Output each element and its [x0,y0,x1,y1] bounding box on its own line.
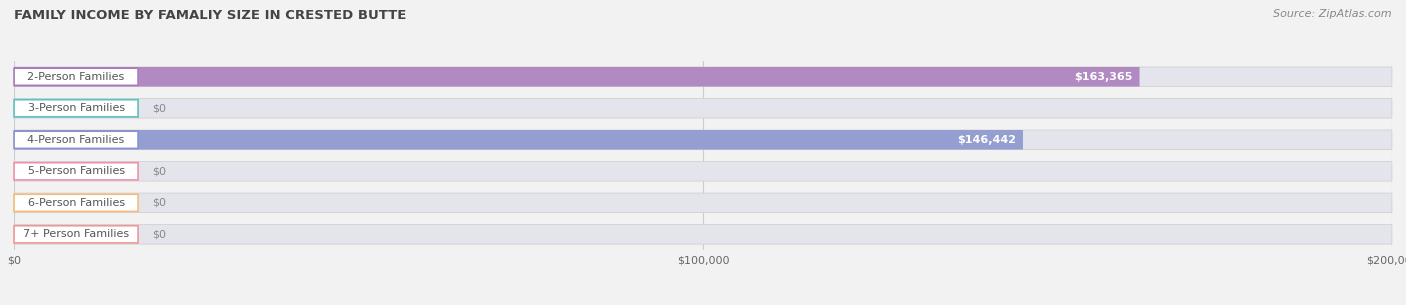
Text: FAMILY INCOME BY FAMALIY SIZE IN CRESTED BUTTE: FAMILY INCOME BY FAMALIY SIZE IN CRESTED… [14,9,406,22]
FancyBboxPatch shape [14,130,1024,149]
FancyBboxPatch shape [14,224,1392,244]
FancyBboxPatch shape [14,100,138,117]
FancyBboxPatch shape [14,131,138,149]
Text: $0: $0 [152,103,166,113]
Text: 4-Person Families: 4-Person Families [28,135,125,145]
Text: 2-Person Families: 2-Person Families [28,72,125,82]
FancyBboxPatch shape [14,67,1392,87]
FancyBboxPatch shape [14,130,1392,149]
FancyBboxPatch shape [14,194,138,211]
FancyBboxPatch shape [14,193,1392,213]
FancyBboxPatch shape [14,163,138,180]
FancyBboxPatch shape [14,99,1392,118]
Text: 6-Person Families: 6-Person Families [28,198,125,208]
Text: $0: $0 [152,198,166,208]
FancyBboxPatch shape [14,162,1392,181]
Text: Source: ZipAtlas.com: Source: ZipAtlas.com [1274,9,1392,19]
Text: $0: $0 [152,166,166,176]
Text: 7+ Person Families: 7+ Person Families [22,229,129,239]
Text: 3-Person Families: 3-Person Families [28,103,125,113]
FancyBboxPatch shape [14,68,138,85]
Text: 5-Person Families: 5-Person Families [28,166,125,176]
FancyBboxPatch shape [14,67,1139,87]
Text: $146,442: $146,442 [957,135,1017,145]
Text: $0: $0 [152,229,166,239]
FancyBboxPatch shape [14,226,138,243]
Text: $163,365: $163,365 [1074,72,1133,82]
